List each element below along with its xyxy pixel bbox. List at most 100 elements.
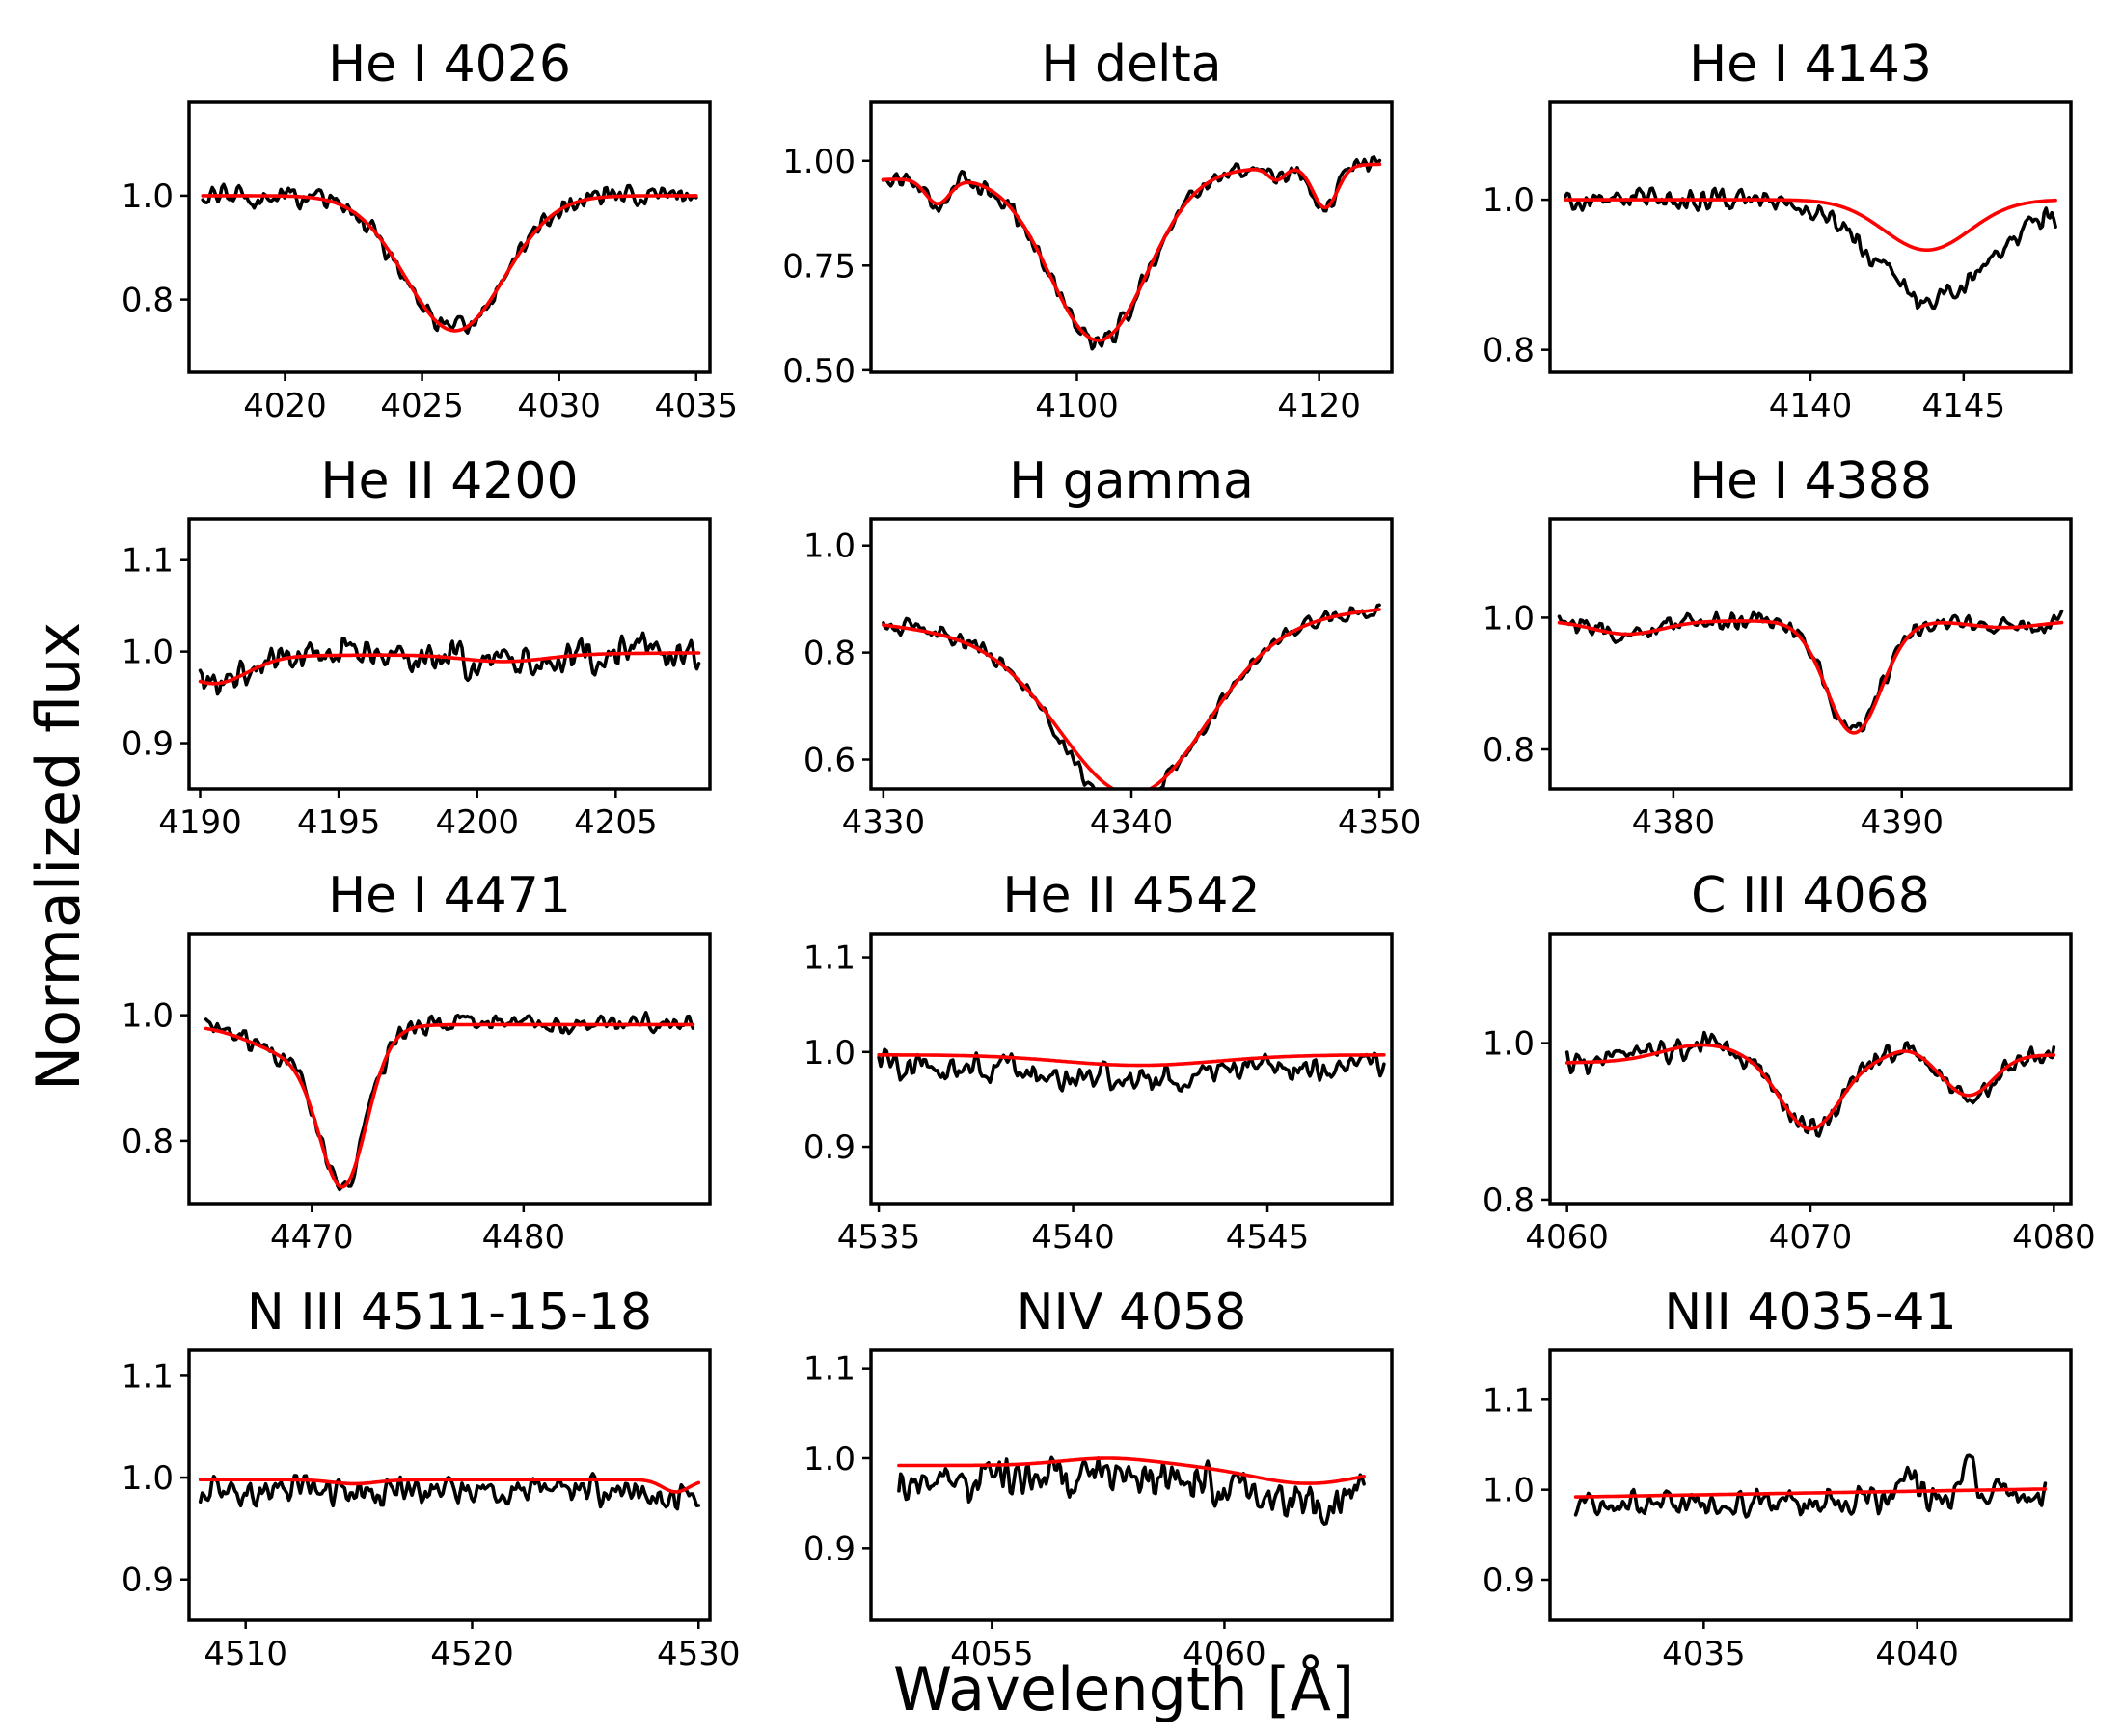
- panel-10: N III 4511-15-18 4510 4520 4530 0.9 1.0 1.1: [122, 1284, 741, 1673]
- y-tick-label: 1.0: [122, 177, 174, 216]
- y-tick-label: 1.1: [803, 1350, 856, 1389]
- x-tick-label: 4190: [158, 803, 242, 842]
- panel-title: He II 4200: [320, 452, 578, 510]
- model-spectrum-line: [198, 1478, 701, 1494]
- x-tick-label: 4060: [1183, 1635, 1266, 1673]
- x-tick-label: 4030: [517, 387, 601, 425]
- x-tick-label: 4025: [380, 387, 464, 425]
- panel-grid: He I 4026 4020 4025 4030 4035 0.8 1.0 H delta 41…: [122, 36, 2096, 1673]
- x-tick-label: 4140: [1769, 387, 1853, 425]
- panel-title: He I 4388: [1689, 452, 1932, 510]
- y-tick-label: 0.9: [122, 725, 174, 764]
- panel-1: He I 4026 4020 4025 4030 4035 0.8 1.0: [122, 36, 738, 425]
- y-tick-label: 1.1: [1483, 1381, 1535, 1420]
- x-tick-label: 4055: [950, 1635, 1034, 1673]
- panel-4: He II 4200 4190 4195 4200 4205 0.9 1.0 1.1: [122, 452, 712, 842]
- x-tick-label: 4545: [1226, 1218, 1310, 1257]
- x-tick-label: 4195: [297, 803, 381, 842]
- y-tick-label: 1.0: [1483, 599, 1535, 637]
- panel-title: NIV 4058: [1017, 1284, 1247, 1342]
- panel-7: He I 4471 4470 4480 0.8 1.0: [122, 867, 712, 1257]
- x-tick-label: 4020: [243, 387, 327, 425]
- x-tick-label: 4200: [435, 803, 519, 842]
- y-tick-label: 0.9: [122, 1561, 174, 1600]
- model-spectrum-line: [1564, 1043, 2056, 1131]
- x-tick-label: 4145: [1922, 387, 2006, 425]
- observed-spectrum-line: [198, 631, 701, 696]
- panel-12: NII 4035-41 4035 4040 0.9 1.0 1.1: [1483, 1284, 2073, 1673]
- panel-title: H gamma: [1009, 452, 1254, 510]
- y-tick-label: 1.0: [122, 1459, 174, 1498]
- observed-spectrum-line: [897, 1455, 1366, 1526]
- panel-title: N III 4511-15-18: [247, 1284, 652, 1342]
- y-tick-label: 1.0: [1483, 1472, 1535, 1510]
- y-tick-label: 0.8: [803, 635, 856, 673]
- x-tick-label: 4480: [482, 1218, 566, 1257]
- panel-frame: [187, 517, 712, 791]
- observed-spectrum-line: [882, 603, 1381, 789]
- y-tick-label: 1.0: [122, 997, 174, 1036]
- panel-frame: [1548, 1348, 2073, 1622]
- y-tick-label: 1.0: [1483, 181, 1535, 220]
- model-spectrum-line: [201, 194, 698, 333]
- x-tick-label: 4060: [1525, 1218, 1609, 1257]
- x-tick-label: 4035: [1662, 1635, 1746, 1673]
- y-tick-label: 0.6: [803, 742, 856, 780]
- x-tick-label: 4470: [270, 1218, 354, 1257]
- panel-title: He II 4542: [1002, 867, 1260, 925]
- x-tick-label: 4120: [1277, 387, 1361, 425]
- observed-spectrum-line: [1573, 1453, 2048, 1519]
- panel-6: He I 4388 4380 4390 0.8 1.0: [1483, 452, 2073, 842]
- y-tick-label: 1.0: [122, 634, 174, 672]
- panel-11: NIV 4058 4055 4060 0.9 1.0 1.1: [803, 1284, 1394, 1673]
- panel-title: NII 4035-41: [1664, 1284, 1956, 1342]
- y-tick-label: 1.1: [122, 1357, 174, 1396]
- model-spectrum-line: [881, 162, 1382, 342]
- panel-frame: [1548, 517, 2073, 791]
- panel-frame: [869, 932, 1394, 1206]
- observed-spectrum-line: [1564, 1030, 2056, 1138]
- y-tick-label: 0.9: [1483, 1561, 1535, 1600]
- y-tick-label: 0.8: [122, 1123, 174, 1161]
- y-tick-label: 1.0: [803, 1034, 856, 1072]
- y-tick-label: 0.50: [782, 352, 856, 391]
- model-spectrum-line: [204, 1022, 695, 1189]
- observed-spectrum-line: [1564, 186, 2057, 311]
- panel-title: H delta: [1041, 36, 1221, 94]
- x-tick-label: 4380: [1632, 803, 1716, 842]
- y-tick-label: 1.0: [803, 1440, 856, 1478]
- x-tick-label: 4530: [657, 1635, 741, 1673]
- y-tick-label: 0.9: [803, 1530, 856, 1568]
- x-tick-label: 4100: [1035, 387, 1119, 425]
- y-tick-label: 0.8: [122, 282, 174, 320]
- panel-frame: [187, 1348, 712, 1622]
- panel-5: H gamma 4330 4340 4350 0.6 0.8 1.0: [803, 452, 1421, 842]
- y-tick-label: 0.9: [803, 1128, 856, 1167]
- panel-title: He I 4026: [328, 36, 571, 94]
- y-tick-label: 1.0: [1483, 1025, 1535, 1064]
- model-spectrum-line: [198, 651, 701, 686]
- panel-frame: [187, 932, 712, 1206]
- y-axis-label: Normalized flux: [23, 622, 94, 1091]
- panel-3: He I 4143 4140 4145 0.8 1.0: [1483, 36, 2073, 425]
- x-axis-label: Wavelength [Å]: [893, 1654, 1354, 1724]
- x-tick-label: 4080: [2012, 1218, 2096, 1257]
- x-tick-label: 4540: [1031, 1218, 1115, 1257]
- panel-frame: [187, 100, 712, 374]
- y-tick-label: 1.00: [782, 143, 856, 181]
- y-tick-label: 0.8: [1483, 1181, 1535, 1220]
- x-tick-label: 4040: [1875, 1635, 1959, 1673]
- y-tick-label: 1.1: [803, 939, 856, 978]
- panel-title: C III 4068: [1691, 867, 1930, 925]
- y-tick-label: 0.8: [1483, 332, 1535, 370]
- model-spectrum-line: [877, 1053, 1386, 1068]
- panel-frame: [869, 100, 1394, 374]
- x-tick-label: 4330: [842, 803, 926, 842]
- panel-9: C III 4068 4060 4070 4080 0.8 1.0: [1483, 867, 2096, 1257]
- panel-title: He I 4471: [328, 867, 571, 925]
- model-spectrum-line: [882, 608, 1381, 789]
- panel-title: He I 4143: [1689, 36, 1932, 94]
- observed-spectrum-line: [881, 155, 1382, 351]
